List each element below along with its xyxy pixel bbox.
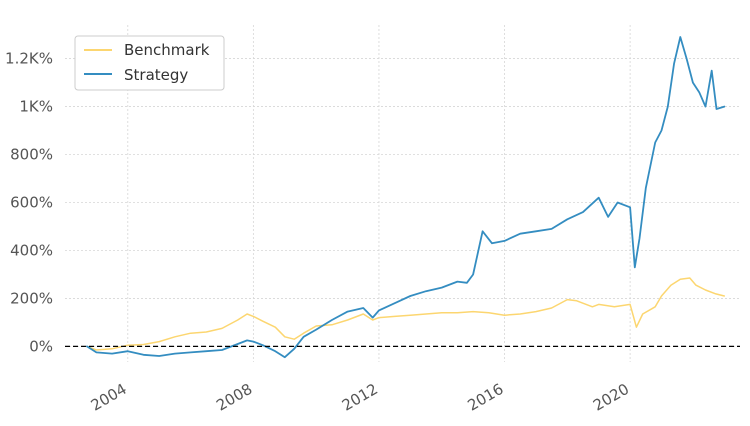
legend-label-benchmark: Benchmark (124, 41, 210, 59)
legend-label-strategy: Strategy (124, 66, 188, 84)
x-tick-label: 2012 (339, 380, 381, 415)
x-tick-label: 2020 (590, 380, 632, 415)
x-tick-labels: 2004 2008 2012 2016 2020 (88, 380, 632, 415)
x-tick-label: 2008 (213, 380, 255, 415)
legend: Benchmark Strategy (74, 35, 225, 91)
y-grid (65, 58, 740, 347)
series-line-benchmark (86, 277, 726, 351)
y-tick-label: 0% (29, 337, 53, 355)
y-tick-label: 600% (10, 193, 53, 211)
y-tick-label: 200% (10, 289, 53, 307)
y-tick-label: 800% (10, 146, 53, 164)
y-tick-label: 400% (10, 241, 53, 259)
x-grid (127, 25, 631, 362)
y-tick-labels: 0% 200% 400% 600% 800% 1K% 1.2K% (5, 50, 53, 356)
legend-box (74, 35, 225, 91)
y-tick-label: 1K% (19, 98, 53, 116)
x-tick-label: 2016 (464, 380, 506, 415)
y-tick-label: 1.2K% (5, 50, 53, 68)
x-tick-label: 2004 (88, 380, 130, 415)
